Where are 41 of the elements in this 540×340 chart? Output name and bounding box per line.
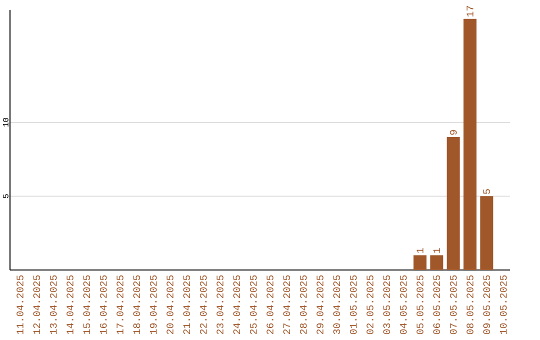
x-tick-label: 04.05.2025 (400, 275, 407, 334)
data-label: 1 (433, 248, 440, 253)
bar (464, 18, 476, 270)
x-tick-label: 16.04.2025 (100, 275, 107, 334)
x-tick-label: 26.04.2025 (266, 275, 274, 334)
x-tick-label: 11.04.2025 (16, 275, 24, 334)
bar (446, 137, 460, 270)
x-tick-label: 09.05.2025 (483, 275, 490, 334)
x-tick-label: 17.04.2025 (116, 275, 124, 334)
x-tick-label: 27.04.2025 (283, 275, 290, 334)
x-tick-label: 29.04.2025 (316, 275, 324, 334)
x-tick-label: 08.05.2025 (466, 275, 474, 334)
data-label: 9 (450, 130, 457, 135)
x-tick-label: 24.04.2025 (233, 275, 240, 334)
x-tick-label: 07.05.2025 (450, 275, 457, 334)
x-tick-label: 15.04.2025 (83, 275, 90, 334)
x-tick-label: 25.04.2025 (250, 275, 257, 334)
y-tick-label: 10 (2, 118, 8, 126)
x-tick-label: 21.04.2025 (183, 275, 190, 334)
x-tick-label: 23.04.2025 (216, 275, 224, 334)
bar (414, 255, 426, 270)
x-tick-label: 18.04.2025 (133, 275, 140, 334)
data-label: 1 (416, 248, 424, 253)
x-tick-label: 02.05.2025 (366, 275, 374, 334)
data-label: 5 (483, 189, 490, 194)
bar (430, 255, 444, 270)
x-tick-label: 20.04.2025 (166, 275, 174, 334)
x-tick-label: 06.05.2025 (433, 275, 440, 334)
x-tick-label: 01.05.2025 (350, 275, 357, 334)
bar (480, 196, 494, 270)
x-tick-label: 28.04.2025 (300, 275, 307, 334)
x-tick-label: 03.05.2025 (383, 275, 390, 334)
x-tick-label: 12.04.2025 (33, 275, 40, 334)
x-tick-label: 19.04.2025 (150, 275, 157, 334)
data-label: 17 (466, 6, 474, 17)
x-tick-label: 10.05.2025 (500, 275, 507, 334)
x-tick-label: 22.04.2025 (200, 275, 207, 334)
x-tick-label: 14.04.2025 (66, 275, 74, 334)
x-tick-label: 13.04.2025 (50, 275, 57, 334)
x-tick-label: 30.04.2025 (333, 275, 340, 334)
x-tick-label: 05.05.2025 (416, 275, 424, 334)
